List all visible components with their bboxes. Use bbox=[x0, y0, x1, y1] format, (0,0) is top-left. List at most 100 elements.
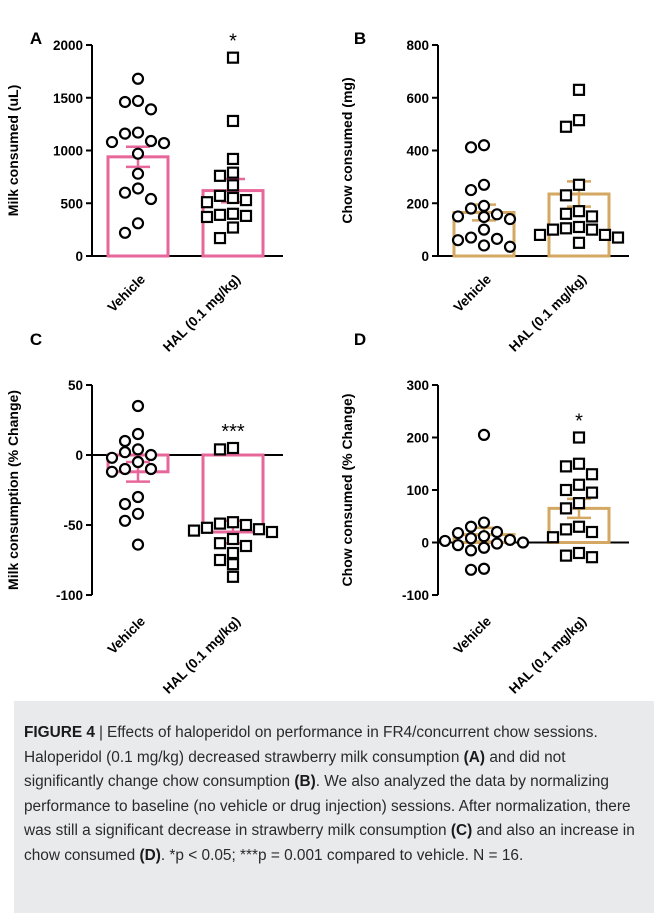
data-point bbox=[533, 228, 547, 241]
data-point bbox=[559, 120, 573, 133]
data-point bbox=[451, 210, 465, 223]
data-point bbox=[477, 239, 491, 252]
data-point bbox=[559, 460, 573, 473]
panel-a: A 0 500 1000 1500 2000 Milk consumed (uL) Vehic… bbox=[0, 0, 334, 355]
data-point bbox=[239, 518, 253, 532]
data-point bbox=[559, 502, 573, 515]
data-point bbox=[265, 525, 279, 539]
data-point bbox=[464, 520, 478, 533]
data-point bbox=[187, 524, 201, 537]
data-point bbox=[585, 525, 599, 539]
data-point bbox=[559, 483, 573, 497]
panel-letter: D bbox=[354, 330, 366, 349]
category-label: HAL (0.1 mg/kg) bbox=[506, 614, 589, 697]
data-point bbox=[213, 169, 227, 182]
data-point bbox=[477, 199, 491, 212]
panel-c-chart: C -100 -50 0 50 Milk consumption (% Change) Ve… bbox=[5, 330, 283, 697]
data-point bbox=[546, 531, 560, 544]
data-point bbox=[572, 178, 586, 191]
data-point bbox=[546, 223, 560, 236]
panel-letter: B bbox=[354, 29, 366, 48]
data-point bbox=[585, 468, 599, 481]
category-label: HAL (0.1 mg/kg) bbox=[160, 614, 243, 697]
data-point bbox=[118, 462, 132, 476]
y-tick-label: 800 bbox=[406, 38, 429, 53]
data-point bbox=[559, 549, 573, 562]
data-point bbox=[213, 553, 227, 567]
data-point bbox=[572, 236, 586, 249]
data-point bbox=[477, 541, 491, 554]
data-point bbox=[572, 478, 586, 491]
y-tick-label: 0 bbox=[421, 249, 429, 264]
data-point bbox=[490, 537, 504, 550]
y-axis-label: Chow consumed (mg) bbox=[339, 77, 355, 223]
data-point bbox=[144, 462, 158, 476]
y-tick-label: 0 bbox=[75, 448, 83, 463]
data-point bbox=[464, 563, 478, 576]
significance-marker: * bbox=[229, 31, 237, 53]
data-point bbox=[477, 210, 491, 224]
data-point bbox=[105, 135, 119, 149]
panel-a-chart: A 0 500 1000 1500 2000 Milk consumed (uL) Vehic… bbox=[5, 29, 283, 355]
data-point bbox=[226, 166, 240, 179]
category-label: Vehicle bbox=[451, 271, 495, 315]
data-point bbox=[226, 516, 240, 529]
data-point bbox=[598, 228, 612, 241]
data-point bbox=[477, 178, 491, 191]
data-point bbox=[118, 226, 132, 239]
data-point bbox=[451, 526, 465, 540]
y-tick-label: 300 bbox=[406, 378, 429, 393]
data-point bbox=[464, 183, 478, 197]
y-tick-label: 400 bbox=[406, 144, 429, 159]
data-point bbox=[118, 434, 132, 448]
data-point bbox=[226, 207, 240, 220]
data-point bbox=[118, 186, 132, 199]
data-point bbox=[572, 83, 586, 96]
y-tick-label: 200 bbox=[406, 431, 429, 446]
caption-ref-c: (C) bbox=[450, 822, 473, 839]
data-point bbox=[477, 530, 491, 543]
data-point bbox=[118, 127, 132, 140]
data-point bbox=[131, 94, 145, 108]
panel-d: D -100 0 100 200 300 Chow consumed (% Change) V… bbox=[334, 330, 668, 700]
y-tick-label: 500 bbox=[60, 196, 83, 211]
data-point bbox=[572, 114, 586, 127]
data-point bbox=[131, 427, 145, 441]
data-point bbox=[490, 232, 504, 245]
y-tick-label: -100 bbox=[56, 588, 83, 603]
data-point bbox=[213, 537, 227, 550]
data-point bbox=[131, 126, 145, 139]
caption-ref-a: (A) bbox=[463, 748, 486, 766]
data-point bbox=[131, 182, 145, 195]
caption-ref-d: (D) bbox=[139, 846, 161, 864]
data-point bbox=[144, 448, 158, 462]
y-tick-label: -100 bbox=[402, 588, 429, 603]
data-point bbox=[559, 189, 573, 202]
data-point bbox=[477, 139, 491, 152]
panel-letter: C bbox=[30, 330, 42, 349]
data-point bbox=[131, 217, 145, 230]
data-point bbox=[477, 516, 491, 529]
data-point bbox=[490, 208, 504, 221]
data-point bbox=[503, 212, 517, 226]
data-point bbox=[105, 465, 119, 478]
data-point bbox=[144, 103, 158, 116]
data-point bbox=[438, 534, 452, 548]
data-point bbox=[213, 443, 227, 456]
y-tick-label: 50 bbox=[68, 378, 83, 393]
y-tick-label: 0 bbox=[75, 249, 83, 264]
data-point bbox=[131, 490, 145, 504]
category-label: Vehicle bbox=[105, 271, 149, 315]
data-point bbox=[572, 497, 586, 510]
caption-ref-b: (B) bbox=[294, 773, 316, 790]
panel-letter: A bbox=[30, 29, 42, 48]
figure-area: A 0 500 1000 1500 2000 Milk consumed (uL) Vehic… bbox=[0, 0, 668, 700]
figure-caption: FIGURE 4 | Effects of haloperidol on perfo… bbox=[14, 701, 654, 913]
y-tick-label: 200 bbox=[406, 196, 429, 211]
y-tick-label: 100 bbox=[406, 483, 429, 498]
panel-d-chart: D -100 0 100 200 300 Chow consumed (% Change) V… bbox=[339, 330, 629, 697]
data-point bbox=[226, 179, 240, 192]
data-point bbox=[226, 221, 240, 234]
data-point bbox=[213, 517, 227, 530]
data-point bbox=[144, 134, 158, 148]
